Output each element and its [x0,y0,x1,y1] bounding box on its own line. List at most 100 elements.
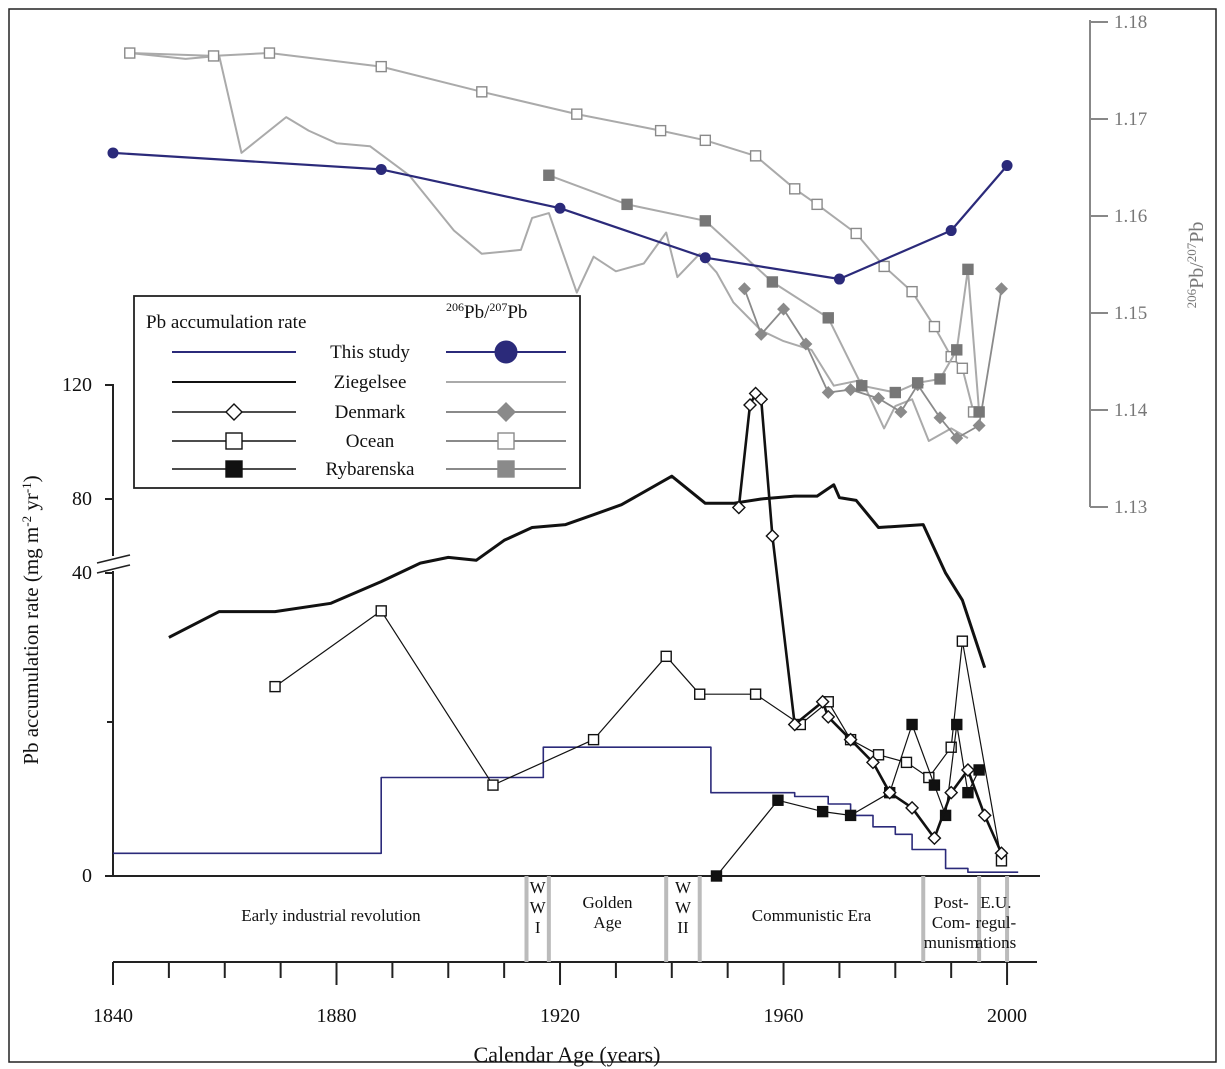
ratio-rybarenska-point-3 [767,277,777,287]
pb-ocean-point-4 [661,651,671,661]
ratio-this-study-line [113,153,1007,279]
era-label-2-line-0: Golden [583,893,634,912]
left-tick-label-120: 120 [62,374,92,396]
era-label-1-line-2: I [535,918,541,937]
pb-rybarenska-point-6 [929,780,939,790]
right-tick-label-1.15: 1.15 [1114,303,1147,324]
era-label-4: Communistic Era [752,906,872,925]
ratio-this-study-point-1 [376,164,386,174]
ratio-rybarenska-point-8 [935,374,945,384]
era-label-3-line-1: W [675,898,692,917]
ratio-denmark-point-4 [823,387,834,398]
legend-entry-2: Denmark [335,402,406,423]
ratio-ocean-point-7 [700,135,710,145]
legend-header-mid: Pb/ [464,302,490,323]
legend-left-marker-3 [226,433,242,449]
right-axis-sup1: 206 [1184,288,1199,308]
right-tick-label-1.13: 1.13 [1114,497,1147,518]
left-tick-label-0: 0 [82,865,92,887]
ratio-rybarenska-point-7 [913,378,923,388]
left-axis-title-sup2: -1 [19,482,34,493]
pb-ocean-point-6 [751,689,761,699]
right-axis-pb2: Pb [1186,222,1208,243]
era-label-6-line-2: ations [976,933,1017,952]
era-label-2: Golden Age [583,893,634,932]
pb-ocean-point-11 [901,757,911,767]
ratio-ocean-point-4 [477,87,487,97]
era-label-3-line-0: W [675,878,692,897]
x-tick-label-2000: 2000 [987,1005,1027,1027]
pb-denmark-point-15 [979,809,991,821]
x-tick-label-1880: 1880 [317,1005,357,1027]
era-label-1-line-1: W [530,898,547,917]
ratio-rybarenska-point-4 [823,313,833,323]
ratio-ocean-point-10 [812,199,822,209]
era-label-5-line-2: munism [924,933,979,952]
era-label-5-line-1: Com- [932,913,971,932]
legend-entry-1: Ziegelsee [334,372,407,393]
right-axis-title: 206Pb/207Pb [1184,222,1209,309]
ratio-ocean-point-11 [851,228,861,238]
ratio-ocean-point-16 [957,363,967,373]
ratio-this-study-point-2 [555,203,565,213]
ratio-rybarenska-point-5 [857,381,867,391]
ratio-denmark-point-7 [895,406,906,417]
x-axis: 1840 1880 1920 1960 2000 [93,962,1027,1027]
ratio-ocean-point-8 [751,151,761,161]
pb-rybarenska-point-9 [963,788,973,798]
right-tick-label-1.14: 1.14 [1114,400,1148,421]
ratio-ocean-point-9 [790,184,800,194]
pb-ocean-point-14 [957,636,967,646]
ratio-ocean-point-3 [376,62,386,72]
era-label-1-line-0: W [530,878,547,897]
legend: Pb accumulation rate 206Pb/207Pb This st… [134,296,580,488]
pb-rybarenska-point-5 [907,720,917,730]
axis-break-mark-1 [97,555,130,563]
right-axis: 1.131.141.151.161.171.18 206Pb/207Pb [1090,12,1208,518]
pb-ocean-point-1 [376,606,386,616]
legend-right-marker-0 [495,341,517,363]
era-label-0-line-0: Early industrial revolution [241,906,421,925]
left-axis-title-mid: yr [19,493,43,516]
era-label-5: Post-Com-munism [924,893,979,952]
ratio-rybarenska-point-9 [952,345,962,355]
x-tick-label-1920: 1920 [540,1005,580,1027]
left-tick-label-40: 40 [72,562,92,584]
ratio-denmark-point-0 [739,283,750,294]
pb-ocean-line [275,611,1002,861]
legend-entry-0: This study [330,342,410,363]
ratio-denmark-point-11 [974,420,985,431]
legend-left-marker-4 [226,461,242,477]
pb-rybarenska-point-8 [952,720,962,730]
pb-ocean-point-3 [589,735,599,745]
pb-ocean-point-5 [695,689,705,699]
pb-denmark-point-4 [766,530,778,542]
ratio-ocean-point-12 [879,261,889,271]
ratio-ocean-point-6 [656,126,666,136]
x-axis-title: Calendar Age (years) [474,1042,661,1067]
ratio-ocean-point-14 [929,322,939,332]
era-label-5-line-0: Post- [934,893,969,912]
pb-denmark-line [739,394,1002,854]
era-label-4-line-0: Communistic Era [752,906,872,925]
legend-header-end: Pb [507,302,527,323]
era-label-6-line-0: E.U. [980,893,1011,912]
ratio-rybarenska-point-2 [700,216,710,226]
left-axis-title-sup1: -2 [19,516,34,527]
era-label-2-line-1: Age [593,913,621,932]
era-label-6: E.U. regul-ations [976,893,1017,952]
era-label-3: W W II [675,878,692,937]
ratio-rybarenska-point-1 [622,199,632,209]
right-axis-sup2: 207 [1184,242,1199,262]
right-axis-pb1: Pb/ [1186,262,1208,289]
x-tick-label-1960: 1960 [764,1005,804,1027]
left-tick-label-80: 80 [72,488,92,510]
ratio-this-study-point-6 [1002,161,1012,171]
ratio-rybarenska-point-0 [544,170,554,180]
pb-rybarenska-point-3 [846,810,856,820]
ratio-denmark-point-6 [873,393,884,404]
pb-ziegelsee-line [169,476,985,668]
ratio-denmark-point-5 [845,384,856,395]
